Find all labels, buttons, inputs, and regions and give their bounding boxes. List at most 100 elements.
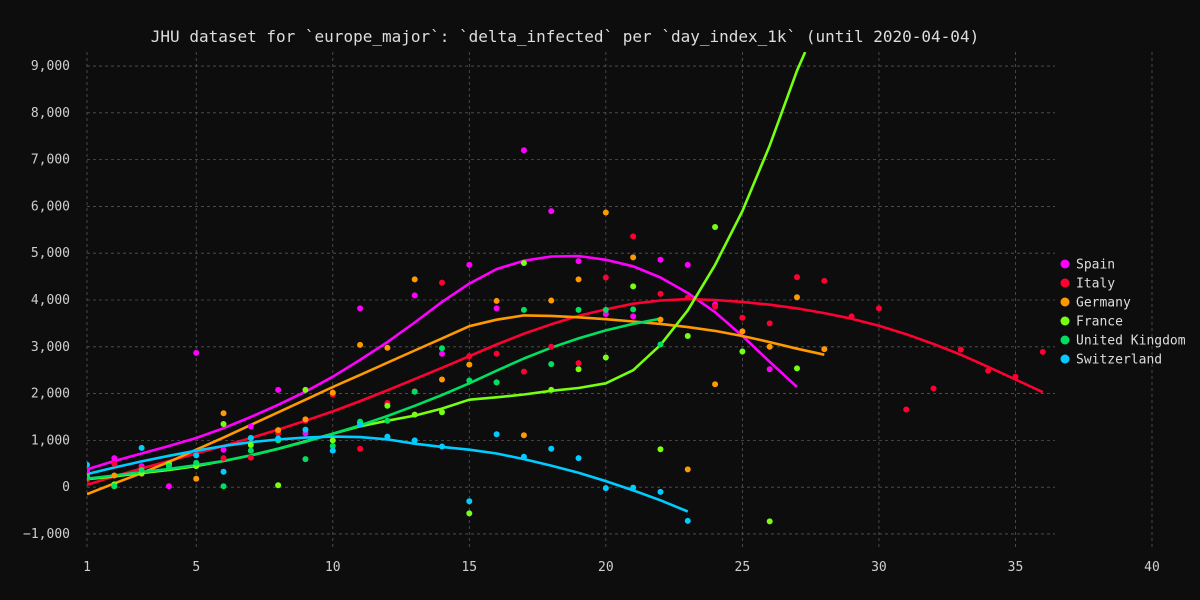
legend-label-spain: Spain bbox=[1076, 258, 1115, 273]
trend-line-switzerland bbox=[87, 435, 689, 513]
data-point-germany bbox=[630, 254, 637, 261]
y-tick-label: 7,000 bbox=[31, 153, 70, 168]
grid-lines bbox=[86, 52, 1153, 548]
trend-line-united-kingdom bbox=[87, 317, 661, 480]
data-point-germany bbox=[411, 276, 418, 283]
data-point-france bbox=[602, 354, 609, 361]
data-point-spain bbox=[220, 446, 227, 453]
data-point-germany bbox=[712, 381, 719, 388]
data-point-italy bbox=[466, 353, 473, 360]
data-point-united-kingdom bbox=[439, 345, 445, 352]
data-point-switzerland bbox=[275, 435, 282, 442]
data-point-switzerland bbox=[548, 445, 555, 452]
legend-marker-spain bbox=[1060, 259, 1070, 269]
data-point-germany bbox=[302, 416, 309, 423]
data-point-switzerland bbox=[384, 433, 391, 440]
data-point-france bbox=[684, 333, 691, 340]
data-point-spain bbox=[520, 147, 527, 154]
y-tick-label: 6,000 bbox=[31, 199, 70, 214]
data-point-germany bbox=[220, 410, 227, 417]
data-point-italy bbox=[439, 279, 445, 286]
data-point-germany bbox=[275, 427, 282, 434]
data-point-switzerland bbox=[87, 461, 90, 468]
data-point-italy bbox=[220, 455, 227, 462]
data-point-spain bbox=[493, 305, 500, 312]
data-point-switzerland bbox=[466, 498, 473, 505]
y-tick-label: 4,000 bbox=[31, 293, 70, 308]
y-tick-label: 9,000 bbox=[31, 59, 70, 74]
legend-label-france: France bbox=[1076, 315, 1123, 330]
data-point-spain bbox=[684, 261, 691, 268]
data-point-united-kingdom bbox=[220, 483, 227, 490]
data-point-switzerland bbox=[630, 484, 637, 491]
y-tick-label: 8,000 bbox=[31, 106, 70, 121]
data-point-spain bbox=[466, 261, 473, 268]
trend-line-germany bbox=[87, 314, 825, 496]
data-point-italy bbox=[821, 277, 828, 284]
data-point-france bbox=[384, 402, 391, 409]
y-tick-label: 1,000 bbox=[31, 433, 70, 448]
data-point-spain bbox=[247, 423, 254, 430]
data-point-switzerland bbox=[193, 452, 200, 459]
data-point-switzerland bbox=[657, 488, 664, 495]
data-point-spain bbox=[630, 313, 637, 320]
legend-label-switzerland: Switzerland bbox=[1076, 353, 1162, 368]
data-point-france bbox=[247, 442, 254, 449]
data-point-united-kingdom bbox=[165, 463, 172, 470]
data-point-france bbox=[794, 365, 800, 372]
data-point-spain bbox=[602, 311, 609, 318]
data-point-spain bbox=[275, 386, 282, 393]
data-point-switzerland bbox=[684, 517, 691, 524]
data-point-italy bbox=[657, 290, 664, 297]
data-point-italy bbox=[903, 406, 910, 413]
x-tick-label: 30 bbox=[871, 560, 887, 575]
data-point-switzerland bbox=[302, 426, 309, 433]
data-point-spain bbox=[766, 366, 773, 373]
data-point-switzerland bbox=[602, 485, 609, 492]
data-point-italy bbox=[520, 368, 527, 375]
data-point-italy bbox=[247, 454, 254, 461]
data-point-switzerland bbox=[220, 468, 227, 475]
data-point-france bbox=[739, 348, 746, 355]
legend-marker-france bbox=[1060, 316, 1070, 326]
trend-line-italy bbox=[87, 297, 1044, 487]
legend-marker-germany bbox=[1060, 297, 1070, 307]
data-point-france bbox=[520, 260, 527, 267]
data-point-france bbox=[712, 224, 719, 231]
x-tick-label: 35 bbox=[1008, 560, 1024, 575]
data-point-italy bbox=[848, 313, 855, 320]
data-point-united-kingdom bbox=[193, 459, 200, 466]
data-point-united-kingdom bbox=[575, 306, 582, 313]
y-axis: −1,000 0 1,000 2,000 3,000 4,000 5,000 6,000 7,0… bbox=[23, 59, 70, 542]
x-tick-label: 20 bbox=[598, 560, 614, 575]
data-point-united-kingdom bbox=[384, 417, 391, 424]
data-point-france bbox=[657, 446, 664, 453]
legend-label-germany: Germany bbox=[1076, 296, 1131, 311]
legend: Spain Italy Germany France United Kingdom Swi… bbox=[1060, 258, 1186, 368]
data-point-france bbox=[548, 386, 555, 393]
data-point-france bbox=[411, 411, 418, 418]
data-point-germany bbox=[439, 376, 445, 383]
trend-line-spain bbox=[87, 254, 798, 471]
data-point-italy bbox=[357, 445, 364, 452]
legend-label-italy: Italy bbox=[1076, 277, 1115, 292]
data-point-united-kingdom bbox=[411, 388, 418, 395]
data-point-france bbox=[630, 283, 637, 290]
legend-marker-italy bbox=[1060, 278, 1070, 288]
y-tick-label: −1,000 bbox=[23, 527, 70, 542]
y-tick-label: 0 bbox=[62, 480, 70, 495]
data-point-spain bbox=[87, 467, 90, 474]
data-point-switzerland bbox=[411, 437, 418, 444]
data-point-germany bbox=[575, 276, 582, 283]
data-point-united-kingdom bbox=[520, 306, 527, 313]
data-point-united-kingdom bbox=[302, 456, 309, 463]
x-tick-label: 25 bbox=[735, 560, 751, 575]
data-point-italy bbox=[493, 350, 500, 357]
data-point-italy bbox=[957, 346, 964, 353]
data-point-italy bbox=[111, 460, 118, 467]
data-point-italy bbox=[684, 294, 691, 301]
legend-label-united-kingdom: United Kingdom bbox=[1076, 334, 1186, 349]
data-point-france bbox=[466, 510, 473, 517]
data-point-spain bbox=[165, 483, 172, 490]
